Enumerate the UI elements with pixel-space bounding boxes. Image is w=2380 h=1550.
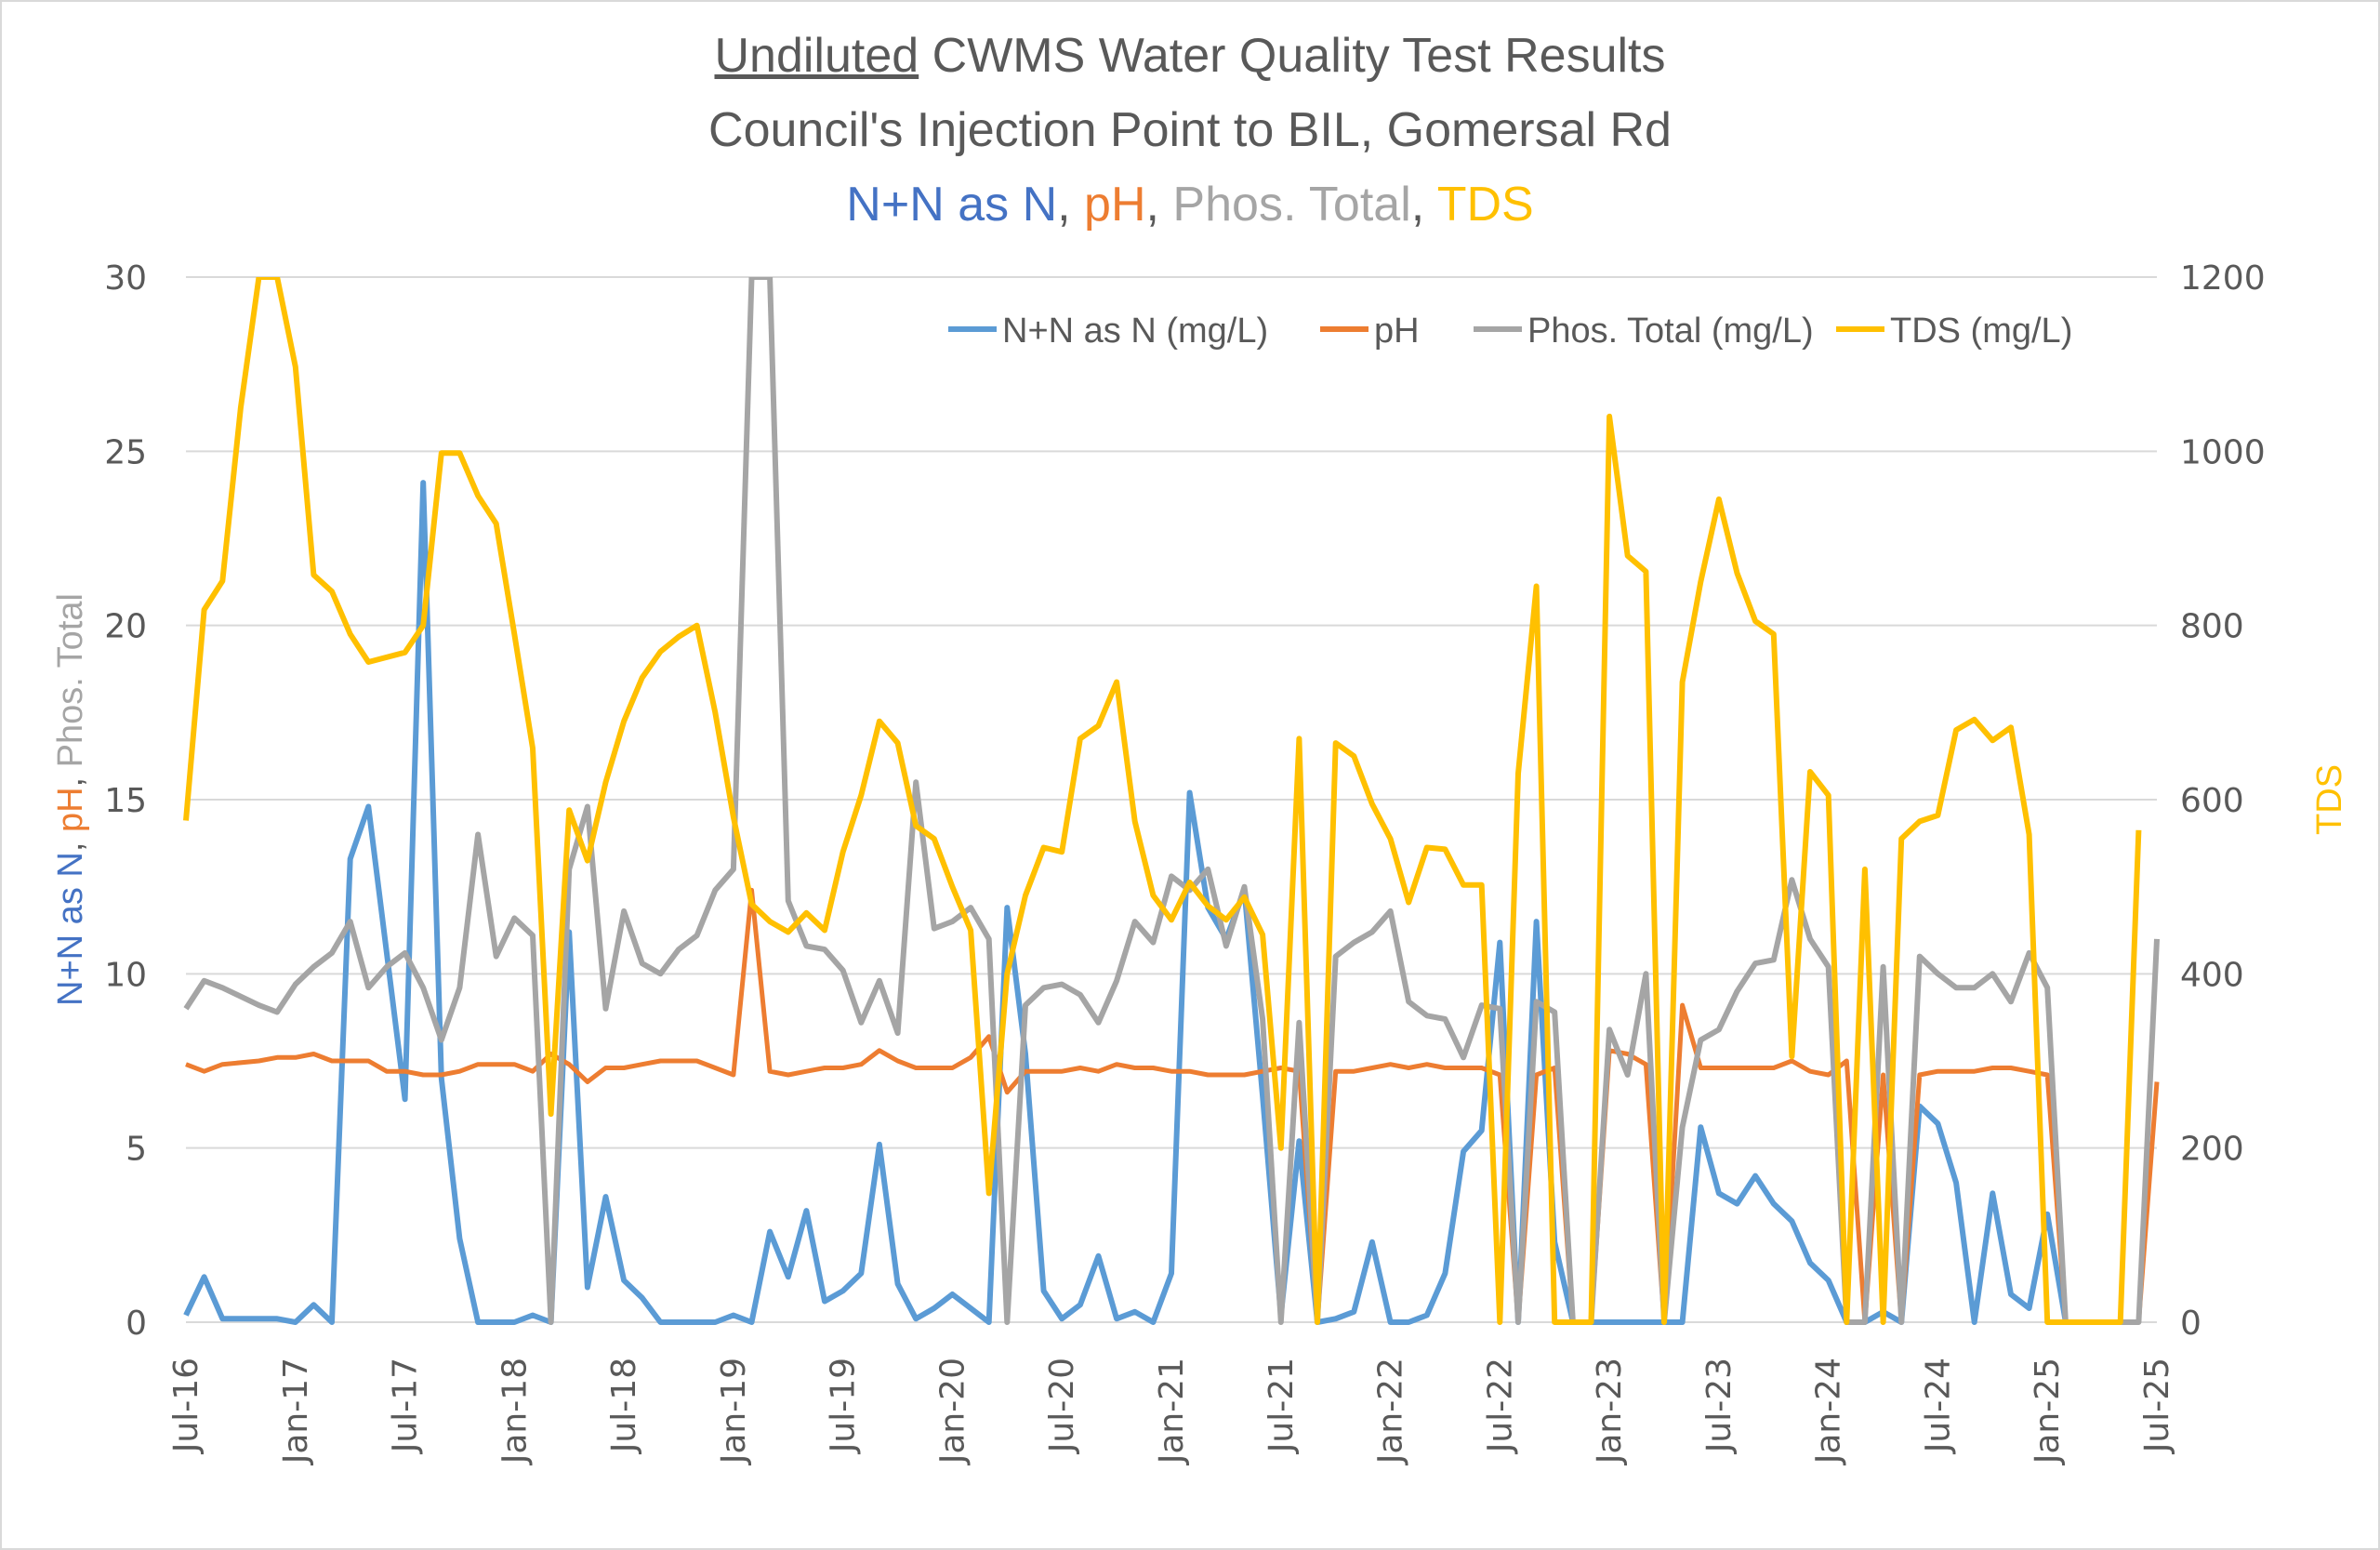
title-series-part: , <box>1410 178 1437 232</box>
y-tick-left: 0 <box>126 1305 147 1343</box>
axis-title-part: , <box>51 767 90 787</box>
legend-label: N+N as N (mg/L) <box>1002 311 1268 351</box>
title-rest: CWMS Water Quality Test Results <box>919 29 1666 83</box>
series-line-n-n-as-n-mg-l <box>183 480 2139 1325</box>
axis-title-part: Phos. Total <box>51 593 90 767</box>
axis-title-part: N+N as N <box>51 852 90 1006</box>
x-tick-label: Jul-23 <box>1700 1358 1739 1454</box>
x-tick-label: Jan-23 <box>1591 1358 1629 1465</box>
x-tick-label: Jan-21 <box>1153 1358 1191 1465</box>
x-tick-label: Jul-22 <box>1481 1358 1519 1454</box>
title-series-part: , <box>1057 178 1085 232</box>
x-tick-label: Jul-20 <box>1043 1358 1081 1454</box>
chart-title-line-1: Undiluted CWMS Water Quality Test Result… <box>0 28 2380 84</box>
y-tick-right: 600 <box>2180 782 2244 820</box>
x-tick-label: Jan-17 <box>277 1358 315 1465</box>
y-axis-title-left: N+N as N, pH, Phos. Total <box>51 593 90 1006</box>
legend-label: Phos. Total (mg/L) <box>1527 311 1814 351</box>
x-tick-label: Jul-18 <box>605 1358 643 1454</box>
x-tick-label: Jan-22 <box>1372 1358 1410 1465</box>
title-series-part: TDS <box>1436 178 1534 232</box>
y-tick-right: 1000 <box>2180 433 2266 471</box>
title-series-part: N+N as N <box>846 178 1058 232</box>
axis-title-part: , <box>51 832 90 852</box>
y-axis-title-right: TDS <box>2310 764 2349 835</box>
chart-title-line-2: Council's Injection Point to BIL, Gomers… <box>708 103 1672 157</box>
y-tick-left: 30 <box>104 259 147 298</box>
y-tick-left: 10 <box>104 956 147 994</box>
title-series-part: Phos. Total <box>1172 178 1411 232</box>
y-tick-right: 1200 <box>2180 259 2266 298</box>
series-line-phos-total-mg-l <box>183 277 2160 1325</box>
title-series-part: pH <box>1084 178 1146 232</box>
y-tick-left: 15 <box>104 782 147 820</box>
y-tick-left: 20 <box>104 608 147 646</box>
x-tick-label: Jan-25 <box>2029 1358 2067 1465</box>
x-tick-label: Jan-20 <box>933 1358 972 1465</box>
y-tick-left: 25 <box>104 433 147 471</box>
title-series-part: , <box>1145 178 1173 232</box>
y-tick-right: 0 <box>2180 1305 2202 1343</box>
series-line-tds-mg-l <box>183 277 2142 1325</box>
x-tick-label: Jan-24 <box>1810 1358 1848 1465</box>
axis-title-part: pH <box>51 787 90 832</box>
y-tick-right: 400 <box>2180 956 2244 994</box>
y-tick-left: 5 <box>126 1131 147 1169</box>
title-underlined-word: Undiluted <box>714 29 919 83</box>
plot-area <box>183 277 2160 1325</box>
chart-title-line-3: N+N as N, pH, Phos. Total, TDS <box>0 177 2380 232</box>
y-tick-right: 200 <box>2180 1131 2244 1169</box>
legend-label: pH <box>1374 311 1420 351</box>
x-tick-label: Jul-17 <box>387 1358 425 1454</box>
x-tick-label: Jan-19 <box>715 1358 753 1465</box>
x-tick-label: Jul-21 <box>1263 1358 1301 1454</box>
x-tick-label: Jul-24 <box>1919 1358 1957 1454</box>
y-tick-right: 800 <box>2180 608 2244 646</box>
x-tick-label: Jan-18 <box>496 1358 534 1465</box>
x-tick-label: Jul-25 <box>2138 1358 2176 1454</box>
x-tick-label: Jul-19 <box>825 1358 863 1454</box>
legend-label: TDS (mg/L) <box>1890 311 2072 351</box>
x-tick-label: Jul-16 <box>167 1358 205 1454</box>
